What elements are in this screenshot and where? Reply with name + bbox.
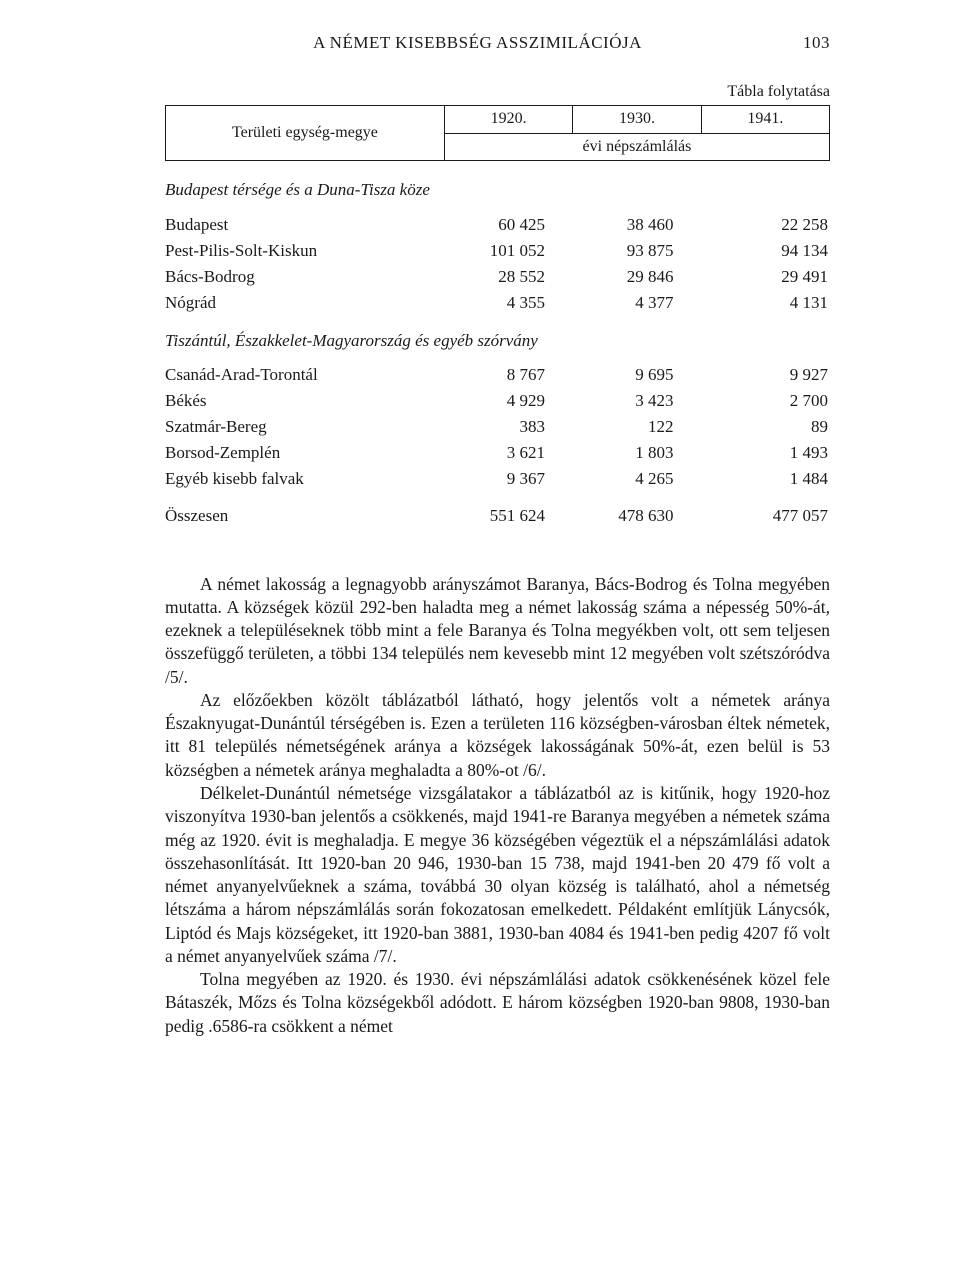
row-label: Borsod-Zemplén	[165, 440, 445, 466]
cell: 9 367	[445, 466, 573, 492]
table-row: Csanád-Arad-Torontál 8 767 9 695 9 927	[165, 362, 830, 388]
table-row: Szatmár-Bereg 383 122 89	[165, 414, 830, 440]
row-label: Pest-Pilis-Solt-Kiskun	[165, 238, 445, 264]
row-label: Csanád-Arad-Torontál	[165, 362, 445, 388]
table-row: Budapest 60 425 38 460 22 258	[165, 212, 830, 238]
page: A NÉMET KISEBBSÉG ASSZIMILÁCIÓJA 103 Táb…	[0, 0, 960, 1098]
stub-heading: Területi egység-megye	[166, 105, 445, 161]
table-row: Nógrád 4 355 4 377 4 131	[165, 290, 830, 316]
row-label: Egyéb kisebb falvak	[165, 466, 445, 492]
col-span-label: évi népszámlálás	[444, 133, 829, 161]
cell: 94 134	[702, 238, 830, 264]
paragraph: A német lakosság a legnagyobb arányszámo…	[165, 573, 830, 689]
table-row: Pest-Pilis-Solt-Kiskun 101 052 93 875 94…	[165, 238, 830, 264]
row-label: Bács-Bodrog	[165, 264, 445, 290]
cell: 22 258	[702, 212, 830, 238]
cell: 4 131	[702, 290, 830, 316]
cell: 1 493	[702, 440, 830, 466]
body-text: A német lakosság a legnagyobb arányszámo…	[165, 573, 830, 1038]
col-year-1920: 1920.	[444, 105, 572, 133]
cell: 4 929	[445, 388, 573, 414]
row-label: Nógrád	[165, 290, 445, 316]
cell: 3 621	[445, 440, 573, 466]
cell: 4 377	[573, 290, 701, 316]
cell: 29 846	[573, 264, 701, 290]
col-year-1941: 1941.	[701, 105, 829, 133]
paragraph: Tolna megyében az 1920. és 1930. évi nép…	[165, 968, 830, 1038]
table-row: Egyéb kisebb falvak 9 367 4 265 1 484	[165, 466, 830, 492]
cell: 4 355	[445, 290, 573, 316]
cell: 3 423	[573, 388, 701, 414]
cell: 2 700	[702, 388, 830, 414]
cell: 4 265	[573, 466, 701, 492]
cell: 29 491	[702, 264, 830, 290]
cell: 93 875	[573, 238, 701, 264]
row-label: Szatmár-Bereg	[165, 414, 445, 440]
total-cell: 551 624	[445, 493, 573, 529]
cell: 383	[445, 414, 573, 440]
total-row: Összesen 551 624 478 630 477 057	[165, 493, 830, 529]
cell: 38 460	[573, 212, 701, 238]
cell: 1 803	[573, 440, 701, 466]
table-header: Területi egység-megye 1920. 1930. 1941. …	[165, 105, 830, 162]
cell: 60 425	[445, 212, 573, 238]
cell: 1 484	[702, 466, 830, 492]
cell: 122	[573, 414, 701, 440]
row-label: Békés	[165, 388, 445, 414]
cell: 9 695	[573, 362, 701, 388]
section-title: Tiszántúl, Északkelet-Magyarország és eg…	[165, 330, 830, 352]
paragraph: Délkelet-Dunántúl németsége vizsgálatako…	[165, 782, 830, 968]
table-row: Békés 4 929 3 423 2 700	[165, 388, 830, 414]
total-cell: 477 057	[702, 493, 830, 529]
cell: 89	[702, 414, 830, 440]
data-section-2: Csanád-Arad-Torontál 8 767 9 695 9 927 B…	[165, 362, 830, 529]
row-label: Budapest	[165, 212, 445, 238]
total-cell: 478 630	[573, 493, 701, 529]
running-header: A NÉMET KISEBBSÉG ASSZIMILÁCIÓJA 103	[165, 32, 830, 54]
paragraph: Az előzőekben közölt táblázatból látható…	[165, 689, 830, 782]
table-continuation-label: Tábla folytatása	[165, 82, 830, 103]
running-title: A NÉMET KISEBBSÉG ASSZIMILÁCIÓJA	[165, 32, 790, 54]
table-row: Borsod-Zemplén 3 621 1 803 1 493	[165, 440, 830, 466]
data-section-1: Budapest 60 425 38 460 22 258 Pest-Pilis…	[165, 212, 830, 316]
col-year-1930: 1930.	[573, 105, 701, 133]
page-number: 103	[790, 32, 830, 54]
total-label: Összesen	[165, 493, 445, 529]
cell: 28 552	[445, 264, 573, 290]
table-row: Bács-Bodrog 28 552 29 846 29 491	[165, 264, 830, 290]
section-title: Budapest térsége és a Duna-Tisza köze	[165, 179, 830, 201]
cell: 8 767	[445, 362, 573, 388]
cell: 101 052	[445, 238, 573, 264]
cell: 9 927	[702, 362, 830, 388]
